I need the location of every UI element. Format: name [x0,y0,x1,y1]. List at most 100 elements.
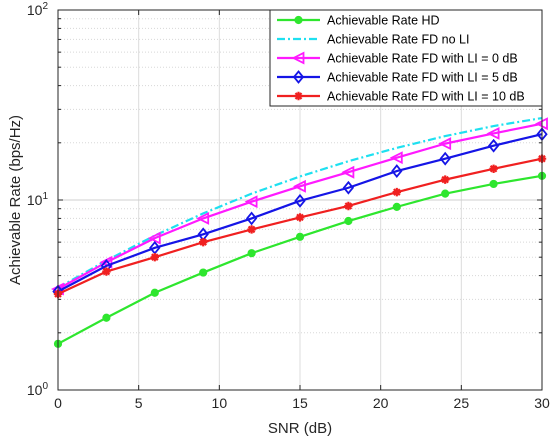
data-point [344,201,353,211]
data-point-shape [150,288,159,297]
x-tick-label: 30 [534,395,550,411]
data-point-shape [392,202,401,211]
legend-label: Achievable Rate FD with LI = 5 dB [327,71,518,85]
data-point-shape [441,189,450,198]
data-point [489,179,498,189]
data-point [147,231,161,245]
series-line [57,116,543,289]
data-point [294,193,306,208]
data-point [199,268,208,277]
data-point [199,237,208,247]
data-point-shape [438,137,452,151]
data-point [247,249,256,258]
data-point [342,180,355,195]
data-point-shape [487,138,500,153]
series-1 [53,171,547,348]
data-point-shape [391,164,403,178]
legend-label: Achievable Rate FD no LI [327,33,469,47]
y-tick-label: 102 [27,1,49,18]
data-point-shape [199,268,208,277]
data-point [391,164,403,178]
y-tick-label: 100 [27,381,49,398]
legend-marker [291,51,305,65]
data-point-shape [439,151,451,166]
data-point [341,165,355,179]
legend-marker-shape [294,15,303,25]
legend-label: Achievable Rate FD with LI = 0 dB [327,52,518,66]
legend-label: Achievable Rate FD with LI = 10 dB [327,90,525,104]
legend-entry-4: Achievable Rate FD with LI = 5 dB [277,70,518,85]
legend-marker-shape [292,70,305,84]
data-point [344,216,353,226]
x-tick-label: 5 [135,395,143,411]
data-point-core [345,203,351,209]
data-point-shape [389,151,403,165]
legend-marker-core [295,93,302,99]
data-point-core [297,214,303,220]
data-point-shape [344,216,353,226]
data-point [439,151,451,166]
data-point [486,126,500,140]
data-point [295,232,305,241]
data-point-shape [342,180,355,195]
data-point-shape [102,313,111,322]
y-axis-label: Achievable Rate (bps/Hz) [7,115,24,285]
data-point-shape [245,211,258,226]
data-point [441,175,450,184]
series-layer [50,116,548,348]
y-tick-labels: 100 101 102 [27,1,49,398]
x-tick-label: 10 [212,395,228,411]
data-point [196,211,210,225]
data-point-shape [196,211,210,225]
data-point [392,187,401,197]
data-point-shape [244,195,258,209]
data-point [438,137,452,151]
data-point-shape [486,126,500,140]
legend-marker-shape [291,51,305,65]
data-point [489,164,498,173]
data-point-shape [295,232,305,241]
data-point [487,138,500,153]
x-tick-label: 25 [454,395,470,411]
data-point-core [200,239,206,245]
data-point-shape [294,193,306,208]
x-axis-label: SNR (dB) [268,420,332,437]
data-point [389,151,403,165]
x-tick-label: 20 [373,395,389,411]
series-line [57,133,543,293]
legend-entry-1: Achievable Rate HD [277,14,440,28]
data-point-shape [247,249,256,258]
data-point-shape [489,179,498,189]
legend-marker [292,70,305,84]
data-point-shape [147,231,161,245]
data-point [150,288,159,297]
data-point-shape [341,165,355,179]
x-tick-label: 15 [292,395,308,411]
series-line [57,122,543,290]
data-point-core [394,189,400,195]
series-2 [57,116,543,289]
data-point [247,225,256,234]
data-point-shape [292,179,306,193]
legend-marker [294,91,303,101]
legend-entry-3: Achievable Rate FD with LI = 0 dB [277,52,518,66]
legend-label: Achievable Rate HD [327,14,440,28]
data-point-core [491,166,497,172]
data-point [292,179,306,193]
data-point [392,202,401,211]
data-point [295,213,305,222]
y-tick-label: 101 [27,191,49,208]
legend-entry-2: Achievable Rate FD no LI [277,33,469,47]
legend: Achievable Rate HD Achievable Rate FD no … [269,9,543,107]
legend-marker [294,15,303,25]
data-point [102,313,111,322]
data-point [102,267,111,276]
data-point-core [103,268,109,275]
data-point [150,252,159,262]
data-point [244,195,258,209]
data-point-core [152,254,158,260]
data-point [245,211,258,226]
data-point-core [249,226,255,233]
legend-entry-5: Achievable Rate FD with LI = 10 dB [277,90,525,104]
